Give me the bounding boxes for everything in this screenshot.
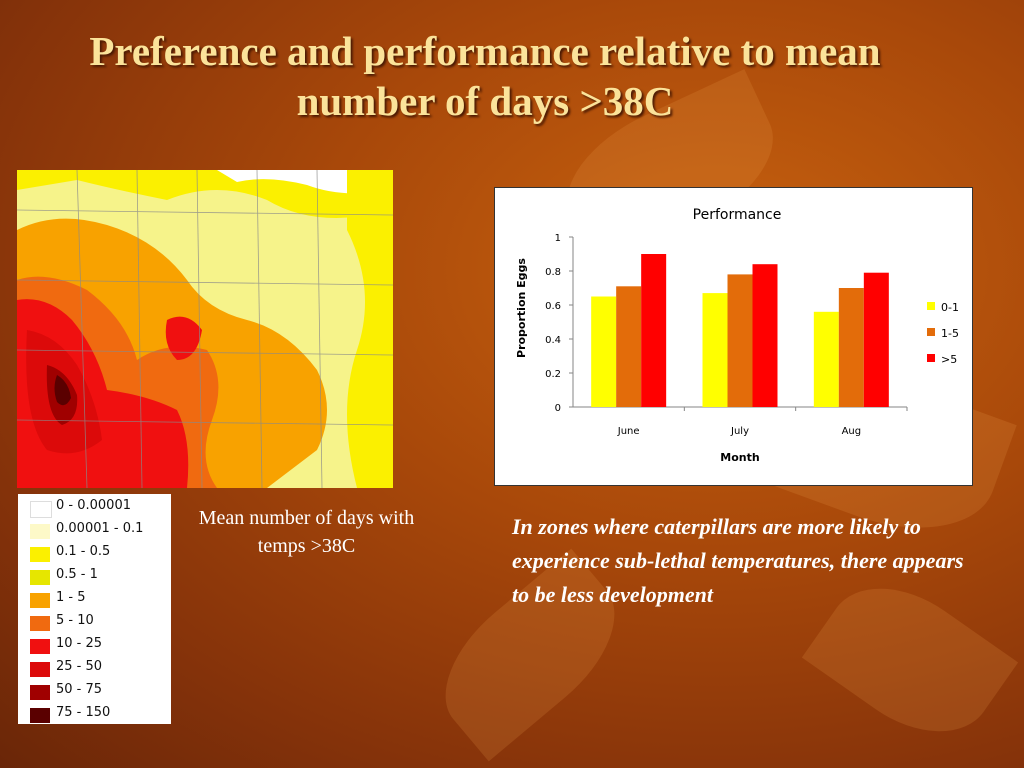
map-legend-swatch xyxy=(30,593,50,608)
map-legend-swatch xyxy=(30,685,50,700)
chart-x-tick-label: Aug xyxy=(842,426,862,437)
map-caption: Mean number of days with temps >38C xyxy=(198,507,415,557)
map-legend-label: 50 - 75 xyxy=(56,682,103,697)
map-legend-item: 1 - 5 xyxy=(18,589,171,612)
chart-bar xyxy=(863,272,889,407)
map-legend-label: 10 - 25 xyxy=(56,636,103,651)
map-legend-item: 50 - 75 xyxy=(18,681,171,704)
map-legend-swatch xyxy=(30,570,50,585)
map-legend-swatch xyxy=(30,501,52,518)
chart-y-tick-label: 0.2 xyxy=(545,369,561,380)
conclusion-note: In zones where caterpillars are more lik… xyxy=(512,514,964,607)
map-legend-item: 0.00001 - 0.1 xyxy=(18,520,171,543)
chart-x-axis-label: Month xyxy=(720,451,759,464)
map-legend-swatch xyxy=(30,639,50,654)
performance-chart: Performance Proportion Eggs Month 0 0.2 0.… xyxy=(494,187,973,486)
chart-y-tick-label: 0.6 xyxy=(545,301,561,312)
chart-y-tick-label: 0 xyxy=(555,403,561,414)
map-legend-label: 25 - 50 xyxy=(56,659,103,674)
map-legend: 0 - 0.00001 0.00001 - 0.1 0.1 - 0.5 0.5 - 1… xyxy=(18,494,171,724)
map-legend-label: 75 - 150 xyxy=(56,705,111,720)
heat-map-graphic xyxy=(17,170,393,488)
chart-bar xyxy=(752,264,778,407)
chart-y-tick-label: 1 xyxy=(555,233,561,244)
map-legend-swatch xyxy=(30,547,50,562)
chart-bar xyxy=(727,274,753,407)
map-legend-label: 1 - 5 xyxy=(56,590,86,605)
chart-bar xyxy=(641,254,667,407)
map-legend-item: 75 - 150 xyxy=(18,704,171,727)
map-legend-item: 0 - 0.00001 xyxy=(18,497,171,520)
map-legend-item: 0.5 - 1 xyxy=(18,566,171,589)
chart-y-axis-label: Proportion Eggs xyxy=(515,258,528,358)
chart-title: Performance xyxy=(693,207,782,223)
slide-title: Preference and performance relative to m… xyxy=(89,28,881,124)
map-legend-label: 0.5 - 1 xyxy=(56,567,98,582)
chart-legend-label: >5 xyxy=(941,353,957,366)
chart-bar xyxy=(591,296,617,407)
map-legend-item: 25 - 50 xyxy=(18,658,171,681)
chart-bar xyxy=(838,288,864,407)
map-legend-label: 0.00001 - 0.1 xyxy=(56,521,144,536)
chart-legend-swatch xyxy=(927,328,935,336)
map-legend-swatch xyxy=(30,662,50,677)
chart-bar xyxy=(616,286,642,407)
map-legend-label: 0.1 - 0.5 xyxy=(56,544,111,559)
chart-svg: Performance Proportion Eggs Month 0 0.2 0.… xyxy=(515,207,959,464)
map-legend-item: 10 - 25 xyxy=(18,635,171,658)
map-legend-item: 0.1 - 0.5 xyxy=(18,543,171,566)
chart-legend-label: 0-1 xyxy=(941,301,959,314)
map-legend-label: 5 - 10 xyxy=(56,613,94,628)
chart-bar xyxy=(813,311,839,407)
chart-x-tick-label: July xyxy=(730,426,749,437)
map-legend-swatch xyxy=(30,616,50,631)
chart-bar xyxy=(702,293,728,407)
map-legend-item: 5 - 10 xyxy=(18,612,171,635)
map-legend-label: 0 - 0.00001 xyxy=(56,498,131,513)
map-legend-swatch xyxy=(30,708,50,723)
chart-x-tick-label: June xyxy=(617,426,640,437)
heat-map-image xyxy=(17,170,393,488)
chart-y-tick-label: 0.8 xyxy=(545,267,561,278)
chart-legend-swatch xyxy=(927,302,935,310)
chart-y-tick-label: 0.4 xyxy=(545,335,561,346)
chart-legend-swatch xyxy=(927,354,935,362)
map-legend-swatch xyxy=(30,524,50,539)
chart-legend-label: 1-5 xyxy=(941,327,959,340)
